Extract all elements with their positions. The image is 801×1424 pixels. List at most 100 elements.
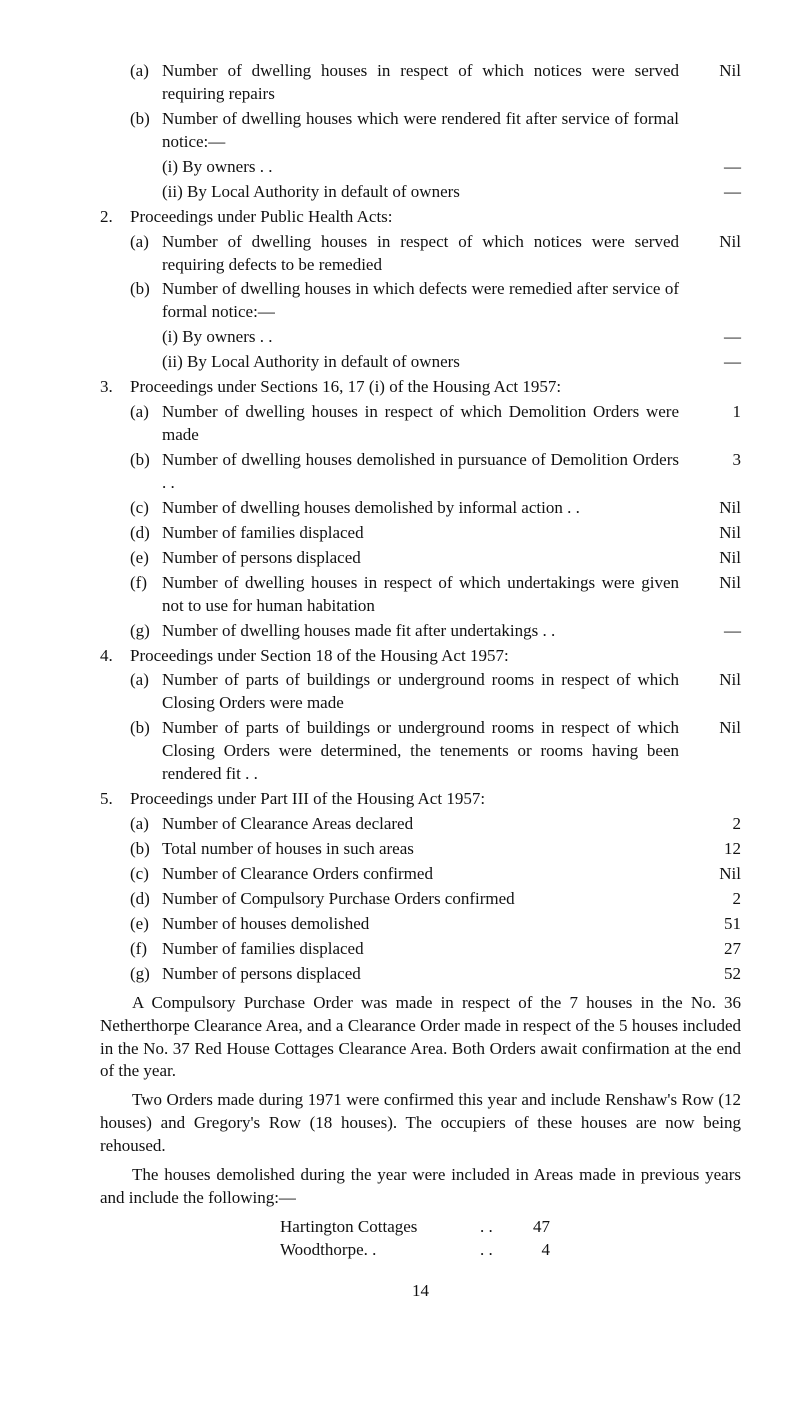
item-value: Nil xyxy=(691,547,741,570)
item-value: — xyxy=(691,156,741,179)
item-text: Number of dwelling houses in respect of … xyxy=(162,572,691,618)
item-text: (ii) By Local Authority in default of ow… xyxy=(162,181,691,204)
item-value: Nil xyxy=(691,669,741,692)
item-text: Number of persons displaced xyxy=(162,963,691,986)
item-value: Nil xyxy=(691,863,741,886)
item-text: Number of parts of buildings or undergro… xyxy=(162,717,691,786)
item-3f: (f) Number of dwelling houses in respect… xyxy=(100,572,741,618)
letter: (g) xyxy=(130,620,162,643)
item-text: Number of dwelling houses in respect of … xyxy=(162,231,691,277)
item-value: Nil xyxy=(691,60,741,83)
letter: (b) xyxy=(130,449,162,472)
item-text: Number of dwelling houses in respect of … xyxy=(162,60,691,106)
item-2b-ii: (ii) By Local Authority in default of ow… xyxy=(100,351,741,374)
section-4-head: 4. Proceedings under Section 18 of the H… xyxy=(100,645,741,668)
section-number: 3. xyxy=(100,376,130,399)
letter: (e) xyxy=(130,913,162,936)
cell-value: 4 xyxy=(510,1239,550,1262)
letter: (e) xyxy=(130,547,162,570)
item-1b: (b) Number of dwelling houses which were… xyxy=(100,108,741,154)
letter: (c) xyxy=(130,497,162,520)
item-value: — xyxy=(691,620,741,643)
item-5d: (d) Number of Compulsory Purchase Orders… xyxy=(100,888,741,911)
item-text: Number of dwelling houses in respect of … xyxy=(162,401,691,447)
item-text: (i) By owners . . xyxy=(162,156,691,179)
item-text: Number of dwelling houses which were ren… xyxy=(162,108,691,154)
item-5b: (b) Total number of houses in such areas… xyxy=(100,838,741,861)
item-text: Number of dwelling houses made fit after… xyxy=(162,620,691,643)
cell-label: Hartington Cottages xyxy=(280,1216,480,1239)
letter: (d) xyxy=(130,522,162,545)
item-1b-ii: (ii) By Local Authority in default of ow… xyxy=(100,181,741,204)
section-number: 4. xyxy=(100,645,130,668)
cell-value: 47 xyxy=(510,1216,550,1239)
letter: (a) xyxy=(130,231,162,254)
item-value: 52 xyxy=(691,963,741,986)
item-value: Nil xyxy=(691,572,741,595)
cell-dots: . . xyxy=(480,1216,510,1239)
section-heading: Proceedings under Part III of the Housin… xyxy=(130,788,691,811)
item-text: (i) By owners . . xyxy=(162,326,691,349)
item-value: 27 xyxy=(691,938,741,961)
item-text: Number of families displaced xyxy=(162,522,691,545)
item-text: Number of dwelling houses demolished in … xyxy=(162,449,691,495)
item-value: 12 xyxy=(691,838,741,861)
table-row: Woodthorpe. . . . 4 xyxy=(280,1239,741,1262)
letter: (b) xyxy=(130,717,162,740)
item-text: Total number of houses in such areas xyxy=(162,838,691,861)
item-4b: (b) Number of parts of buildings or unde… xyxy=(100,717,741,786)
item-text: Number of dwelling houses demolished by … xyxy=(162,497,691,520)
letter: (b) xyxy=(130,108,162,131)
section-number: 2. xyxy=(100,206,130,229)
item-value: 2 xyxy=(691,888,741,911)
item-text: Number of persons displaced xyxy=(162,547,691,570)
item-3a: (a) Number of dwelling houses in respect… xyxy=(100,401,741,447)
item-5g: (g) Number of persons displaced 52 xyxy=(100,963,741,986)
letter: (b) xyxy=(130,278,162,301)
item-value: Nil xyxy=(691,231,741,254)
item-value: — xyxy=(691,351,741,374)
letter: (a) xyxy=(130,60,162,83)
item-2b: (b) Number of dwelling houses in which d… xyxy=(100,278,741,324)
item-1a: (a) Number of dwelling houses in respect… xyxy=(100,60,741,106)
item-value: 2 xyxy=(691,813,741,836)
item-5a: (a) Number of Clearance Areas declared 2 xyxy=(100,813,741,836)
item-text: Number of dwelling houses in which defec… xyxy=(162,278,691,324)
item-3b: (b) Number of dwelling houses demolished… xyxy=(100,449,741,495)
item-text: (ii) By Local Authority in default of ow… xyxy=(162,351,691,374)
item-value: Nil xyxy=(691,522,741,545)
item-text: Number of parts of buildings or undergro… xyxy=(162,669,691,715)
item-text: Number of Clearance Areas declared xyxy=(162,813,691,836)
item-text: Number of families displaced xyxy=(162,938,691,961)
cell-label: Woodthorpe. . xyxy=(280,1239,480,1262)
item-2b-i: (i) By owners . . — xyxy=(100,326,741,349)
letter: (c) xyxy=(130,863,162,886)
section-2-head: 2. Proceedings under Public Health Acts: xyxy=(100,206,741,229)
section-5-head: 5. Proceedings under Part III of the Hou… xyxy=(100,788,741,811)
item-value: Nil xyxy=(691,717,741,740)
item-text: Number of Compulsory Purchase Orders con… xyxy=(162,888,691,911)
item-text: Number of Clearance Orders confirmed xyxy=(162,863,691,886)
item-5f: (f) Number of families displaced 27 xyxy=(100,938,741,961)
letter: (a) xyxy=(130,401,162,424)
section-heading: Proceedings under Sections 16, 17 (i) of… xyxy=(130,376,691,399)
item-value: 3 xyxy=(691,449,741,472)
paragraph-1: A Compulsory Purchase Order was made in … xyxy=(100,992,741,1084)
letter: (a) xyxy=(130,669,162,692)
item-5e: (e) Number of houses demolished 51 xyxy=(100,913,741,936)
letter: (f) xyxy=(130,938,162,961)
item-value: 51 xyxy=(691,913,741,936)
section-heading: Proceedings under Section 18 of the Hous… xyxy=(130,645,691,668)
letter: (g) xyxy=(130,963,162,986)
item-1b-i: (i) By owners . . — xyxy=(100,156,741,179)
section-number: 5. xyxy=(100,788,130,811)
cell-dots: . . xyxy=(480,1239,510,1262)
item-3g: (g) Number of dwelling houses made fit a… xyxy=(100,620,741,643)
item-5c: (c) Number of Clearance Orders confirmed… xyxy=(100,863,741,886)
letter: (d) xyxy=(130,888,162,911)
section-3-head: 3. Proceedings under Sections 16, 17 (i)… xyxy=(100,376,741,399)
item-value: Nil xyxy=(691,497,741,520)
section-heading: Proceedings under Public Health Acts: xyxy=(130,206,691,229)
item-3e: (e) Number of persons displaced Nil xyxy=(100,547,741,570)
item-value: — xyxy=(691,326,741,349)
